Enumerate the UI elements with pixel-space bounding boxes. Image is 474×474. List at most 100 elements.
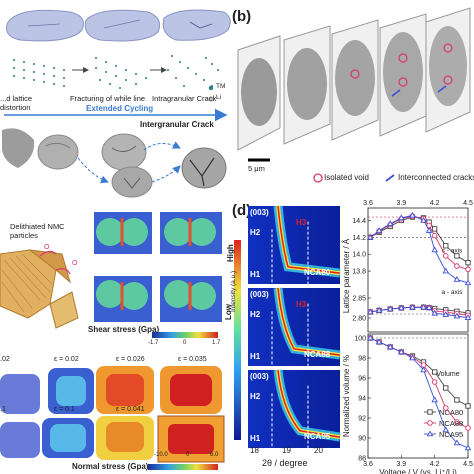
lattice-c-point-nca95-0 (366, 233, 374, 240)
lattice-c-point-nca95-1 (375, 227, 383, 233)
lattice-ytick-0: 14.4 (352, 218, 366, 225)
slice-4 (379, 13, 427, 137)
lattice-c-point-nca95-4 (409, 211, 416, 218)
lattice-ytick-2: 14.0 (352, 252, 366, 259)
lattice-a-point-nca95-1 (375, 306, 383, 313)
volume-point-nca95-4 (409, 354, 416, 361)
volume-xtick-2: 4.2 (430, 461, 440, 468)
volume-point-nca88-8 (454, 419, 460, 425)
shear-map-4 (160, 276, 222, 322)
shear-map-1 (94, 212, 152, 254)
lattice-ytick-3: 13.8 (352, 269, 366, 276)
eps-label-4: ε = 0.035 (178, 356, 207, 363)
volume-ytick-1: 98 (358, 356, 366, 363)
lattice-ylabel: Lattice parameter / Å (342, 238, 351, 313)
xrd-h3-label-1: H3 (296, 218, 307, 227)
volume-ytick-2: 96 (358, 376, 366, 383)
lattice-c-point-nca80-7 (432, 226, 438, 232)
lattice-c-point-nca95-5 (420, 216, 427, 223)
tm-marker (208, 85, 214, 91)
eps-label-1: .02 (0, 356, 10, 363)
volume-point-nca80-6 (432, 369, 438, 375)
lattice-a-point-nca95-10 (464, 314, 472, 320)
grain-sequence (2, 128, 227, 198)
normal-tick-mid: 0 (186, 452, 190, 458)
volume-xlabel: Voltage / V (vs. Li⁺/Li) (379, 468, 457, 474)
panel-d-letter: (d) (232, 202, 252, 219)
stage-label-1: ...d lattice distortion (0, 94, 33, 112)
volume-point-nca95-7 (442, 426, 450, 433)
lattice-c-point-nca80-10 (465, 260, 471, 266)
volume-ylabel: Normalized volume / % (342, 355, 351, 437)
lattice-xtick-3: 4.5 (463, 200, 473, 207)
lattice-c-line-nca80 (369, 216, 469, 264)
volume-line-nca95 (370, 337, 469, 449)
volume-plot-frame (367, 333, 469, 459)
volume-ytick-0: 100 (354, 336, 366, 343)
volume-xtick-1: 3.9 (396, 461, 406, 468)
eps-label-7: ε = 0.041 (116, 406, 145, 413)
volume-point-nca88-7 (443, 405, 449, 411)
lattice-a-point-nca95-4 (409, 303, 416, 310)
shear-tick-min: -1.7 (148, 340, 159, 346)
volume-point-nca95-9 (464, 444, 472, 451)
xrd-h2-label-1: H2 (250, 228, 261, 237)
xrd-peak-label-2: (003) (250, 290, 269, 299)
lattice-ytick-1: 14.2 (352, 235, 366, 242)
stage-label-3: Intragranular Crack (152, 94, 217, 103)
volume-ytick-4: 92 (358, 416, 366, 423)
panel-b-tomography (237, 7, 471, 183)
shear-tick-mid: 0 (183, 340, 187, 346)
lattice-c-point-nca95-3 (398, 214, 405, 221)
legend-marker-nca95 (426, 430, 434, 437)
nmc-particles-label: Delithiated NMC particles (10, 222, 65, 240)
normal-tick-min: -10.0 (154, 452, 168, 458)
volume-point-nca80-9 (465, 403, 471, 409)
o1-label: O (72, 260, 78, 267)
lattice-c-point-nca95-9 (453, 276, 461, 282)
lattice-a-point-nca95-6 (425, 304, 433, 310)
c-axis-annotation: c - axis (442, 248, 463, 255)
panel-d-heatmaps (234, 205, 341, 448)
lattice-c-point-nca95-2 (386, 220, 394, 227)
normal-map-row-1 (0, 366, 222, 414)
panel-b-letter: (b) (232, 8, 252, 25)
xrd-heatmap-3 (248, 369, 341, 448)
lattice-ytick-5: 2.80 (352, 316, 366, 323)
lattice-a-point-nca95-9 (453, 312, 461, 319)
volume-xtick-0: 3.6 (363, 461, 373, 468)
lattice-a-point-nca95-5 (420, 303, 427, 310)
shear-caption: Shear stress (Gpa) (88, 325, 160, 334)
li-marker (208, 96, 214, 102)
volume-ytick-5: 90 (358, 436, 366, 443)
shear-map-3 (94, 276, 152, 322)
crack-legend-icon (385, 174, 395, 182)
volume-point-nca95-2 (386, 343, 394, 350)
lattice-c-point-nca80-9 (454, 253, 460, 259)
volume-point-nca95-8 (453, 439, 461, 446)
xrd-sample-label-3: NCA95 (304, 432, 331, 441)
legend-marker-nca80 (427, 409, 433, 415)
eps-label-3: ε = 0.026 (116, 356, 145, 363)
volume-point-nca80-8 (454, 397, 460, 403)
xrd-h1-label-1: H1 (250, 270, 261, 279)
nmc-particle-mosaic (0, 249, 79, 329)
lattice-pattern-2 (95, 57, 147, 89)
lattice-pattern-3 (167, 55, 219, 87)
xrd-heatmap-2 (248, 287, 341, 366)
lattice-c-point-nca95-10 (464, 279, 472, 286)
xrd-tick-19: 19 (282, 446, 291, 455)
xrd-h2-label-2: H2 (250, 310, 261, 319)
xrd-h2-label-3: H2 (250, 392, 261, 401)
lattice-c-point-nca88-7 (431, 232, 438, 239)
xrd-h3-label-2: H3 (296, 300, 307, 309)
cycling-label: Extended Cycling (86, 104, 154, 113)
shear-map-2 (160, 212, 222, 254)
shear-colorbar (152, 332, 218, 338)
lattice-a-point-nca95-7 (431, 309, 438, 316)
eps-label-6: ε = 0.1 (54, 406, 75, 413)
normal-colorbar (148, 464, 218, 470)
legend-label-nca95: NCA95 (439, 430, 463, 439)
a-axis-annotation: a - axis (442, 289, 464, 296)
lattice-pattern-1 (13, 59, 65, 87)
